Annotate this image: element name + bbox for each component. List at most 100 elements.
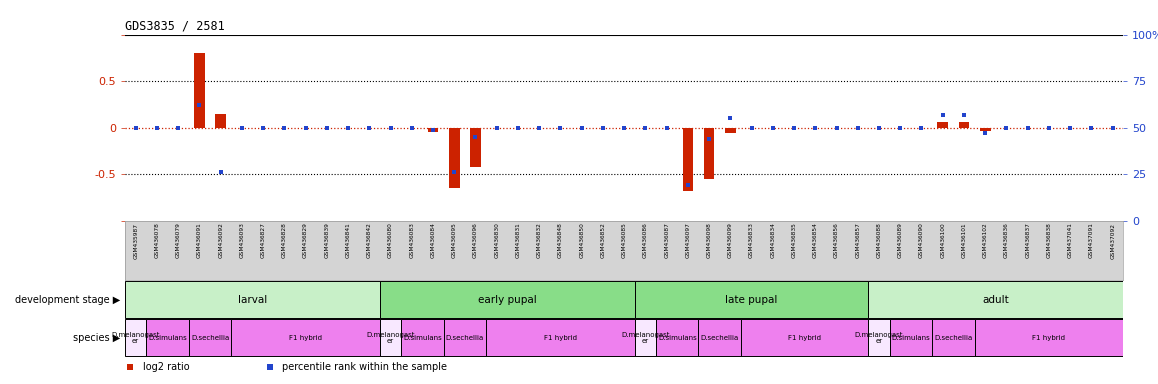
Text: GSM436098: GSM436098 — [706, 223, 712, 258]
Bar — [215, 114, 226, 127]
Text: F1 hybrid: F1 hybrid — [544, 335, 577, 341]
Bar — [125, 319, 146, 356]
Text: GSM436080: GSM436080 — [388, 223, 393, 258]
Text: early pupal: early pupal — [478, 295, 536, 305]
Bar — [868, 281, 1123, 318]
Text: GSM436831: GSM436831 — [515, 223, 520, 258]
Text: GSM436852: GSM436852 — [601, 223, 606, 258]
Text: D.simulans: D.simulans — [658, 335, 697, 341]
Text: GSM436833: GSM436833 — [749, 223, 754, 258]
Text: GSM436841: GSM436841 — [345, 223, 351, 258]
Bar — [868, 319, 889, 356]
Text: GSM436839: GSM436839 — [324, 223, 329, 258]
Text: GSM437092: GSM437092 — [1111, 223, 1115, 258]
Text: GSM436838: GSM436838 — [1047, 223, 1051, 258]
Text: GSM436093: GSM436093 — [240, 223, 244, 258]
Bar — [741, 319, 868, 356]
Text: GSM436828: GSM436828 — [281, 223, 287, 258]
Text: GSM436097: GSM436097 — [686, 223, 690, 258]
Text: D.sechellia: D.sechellia — [935, 335, 973, 341]
Bar — [980, 127, 990, 131]
Text: D.sechellia: D.sechellia — [446, 335, 484, 341]
Text: D.melanogast
er: D.melanogast er — [621, 332, 669, 344]
Bar — [704, 127, 714, 179]
Text: GSM436095: GSM436095 — [452, 223, 456, 258]
Bar — [486, 319, 635, 356]
Text: GSM436837: GSM436837 — [1025, 223, 1031, 258]
Text: development stage ▶: development stage ▶ — [15, 295, 120, 305]
Bar — [444, 319, 486, 356]
Bar — [125, 281, 380, 318]
Text: GSM436835: GSM436835 — [792, 223, 797, 258]
Text: GSM436092: GSM436092 — [218, 223, 223, 258]
Text: GSM436854: GSM436854 — [813, 223, 818, 258]
Text: GSM436834: GSM436834 — [770, 223, 776, 258]
Text: GSM435987: GSM435987 — [133, 223, 138, 258]
Bar — [427, 127, 439, 132]
Text: GSM436102: GSM436102 — [983, 223, 988, 258]
Text: D.simulans: D.simulans — [148, 335, 186, 341]
Text: adult: adult — [982, 295, 1010, 305]
Bar — [635, 281, 868, 318]
Text: GSM436827: GSM436827 — [261, 223, 265, 258]
Bar — [470, 127, 481, 167]
Text: GSM436857: GSM436857 — [856, 223, 860, 258]
Text: GSM436099: GSM436099 — [728, 223, 733, 258]
Text: GSM436090: GSM436090 — [919, 223, 924, 258]
Bar — [657, 319, 698, 356]
Text: GSM436078: GSM436078 — [154, 223, 160, 258]
Text: F1 hybrid: F1 hybrid — [290, 335, 322, 341]
Text: percentile rank within the sample: percentile rank within the sample — [283, 362, 447, 372]
Text: GSM437041: GSM437041 — [1068, 223, 1072, 258]
Text: F1 hybrid: F1 hybrid — [789, 335, 821, 341]
Bar — [401, 319, 444, 356]
Bar — [195, 53, 205, 127]
Text: GSM436089: GSM436089 — [897, 223, 903, 258]
Text: late pupal: late pupal — [725, 295, 778, 305]
Bar — [938, 122, 948, 127]
Text: GDS3835 / 2581: GDS3835 / 2581 — [125, 20, 225, 33]
Text: GSM436084: GSM436084 — [431, 223, 435, 258]
Text: GSM436091: GSM436091 — [197, 223, 201, 258]
Bar — [959, 122, 969, 127]
Text: D.sechellia: D.sechellia — [191, 335, 229, 341]
Text: D.melanogast
er: D.melanogast er — [855, 332, 903, 344]
Bar — [189, 319, 232, 356]
Text: GSM436079: GSM436079 — [176, 223, 181, 258]
Text: GSM436096: GSM436096 — [472, 223, 478, 258]
Text: GSM436085: GSM436085 — [622, 223, 626, 258]
Text: GSM437091: GSM437091 — [1089, 223, 1094, 258]
Text: GSM436829: GSM436829 — [303, 223, 308, 258]
Text: species ▶: species ▶ — [73, 333, 120, 343]
Text: D.melanogast
er: D.melanogast er — [111, 332, 160, 344]
Bar — [725, 127, 735, 133]
Text: GSM436832: GSM436832 — [536, 223, 542, 258]
Text: D.simulans: D.simulans — [403, 335, 441, 341]
Bar — [975, 319, 1123, 356]
Bar — [682, 127, 694, 191]
Bar — [380, 319, 401, 356]
Text: D.melanogast
er: D.melanogast er — [366, 332, 415, 344]
Bar — [146, 319, 189, 356]
Bar — [698, 319, 741, 356]
Bar — [889, 319, 932, 356]
Bar — [449, 127, 460, 188]
Text: GSM436100: GSM436100 — [940, 223, 945, 258]
Bar — [380, 281, 635, 318]
Text: larval: larval — [237, 295, 267, 305]
Bar — [635, 319, 657, 356]
Text: D.sechellia: D.sechellia — [701, 335, 739, 341]
Text: GSM436836: GSM436836 — [1004, 223, 1009, 258]
Text: GSM436088: GSM436088 — [877, 223, 881, 258]
Text: GSM436083: GSM436083 — [409, 223, 415, 258]
Text: GSM436087: GSM436087 — [665, 223, 669, 258]
Text: F1 hybrid: F1 hybrid — [1033, 335, 1065, 341]
Text: GSM436830: GSM436830 — [494, 223, 499, 258]
Text: log2 ratio: log2 ratio — [142, 362, 189, 372]
Bar — [232, 319, 380, 356]
Text: GSM436850: GSM436850 — [579, 223, 584, 258]
Text: GSM436086: GSM436086 — [643, 223, 647, 258]
Text: D.simulans: D.simulans — [892, 335, 930, 341]
Text: GSM436856: GSM436856 — [834, 223, 840, 258]
Text: GSM436848: GSM436848 — [558, 223, 563, 258]
